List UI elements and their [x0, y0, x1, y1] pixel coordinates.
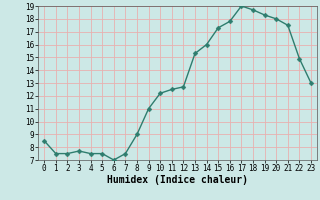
X-axis label: Humidex (Indice chaleur): Humidex (Indice chaleur) [107, 175, 248, 185]
